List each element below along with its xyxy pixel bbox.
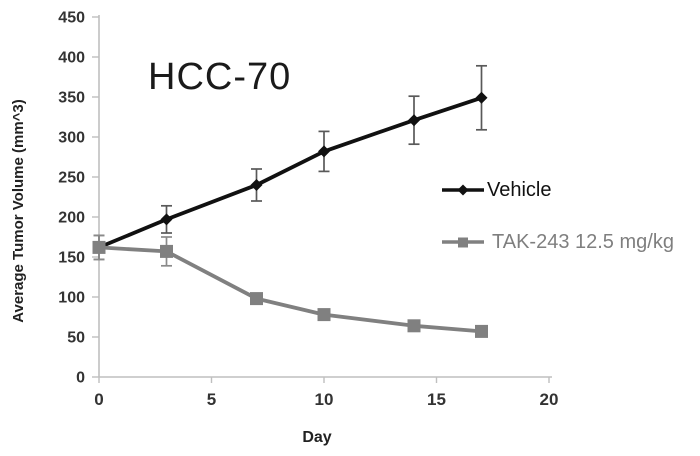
- y-tick-label: 200: [58, 210, 85, 227]
- tak-key-square: [458, 237, 468, 248]
- data-point-diamond: [160, 213, 173, 226]
- y-tick-label: 450: [58, 10, 85, 27]
- x-tick-label: 15: [427, 390, 446, 409]
- legend-item-tak243: TAK-243 12.5 mg/kg: [441, 229, 674, 255]
- legend: Vehicle TAK-243 12.5 mg/kg: [441, 177, 674, 255]
- y-tick-label: 300: [58, 130, 85, 147]
- legend-label-vehicle: Vehicle: [487, 178, 552, 201]
- y-tick-label: 250: [58, 170, 85, 187]
- series-line-1: [97, 245, 484, 334]
- y-tick-label: 150: [58, 250, 85, 267]
- y-tick-label: 50: [67, 330, 85, 347]
- tak-legend-key-icon: [442, 237, 484, 248]
- data-point-square: [475, 324, 488, 338]
- data-point-square: [92, 240, 106, 254]
- x-axis-title: Day: [302, 429, 332, 446]
- y-tick-label: 0: [76, 370, 85, 387]
- series-line-0: [97, 95, 484, 250]
- x-tick-label: 5: [207, 390, 216, 409]
- vehicle-legend-key-icon: [442, 184, 484, 196]
- data-point-square: [250, 292, 263, 306]
- legend-item-vehicle: Vehicle: [441, 177, 674, 203]
- x-tick-label: 20: [540, 390, 559, 409]
- data-point-diamond: [408, 114, 420, 127]
- data-point-diamond: [318, 145, 330, 158]
- x-tick-label: 0: [94, 390, 103, 409]
- data-point-diamond: [475, 91, 488, 104]
- legend-label-tak243: TAK-243 12.5 mg/kg: [492, 230, 674, 253]
- y-axis-title: Average Tumor Volume (mm^3): [10, 99, 27, 323]
- y-tick-label: 400: [58, 50, 85, 67]
- chart-title: HCC-70: [148, 56, 292, 98]
- data-point-square: [317, 308, 331, 322]
- data-point-square: [407, 319, 421, 333]
- y-tick-label: 350: [58, 90, 85, 107]
- x-tick-label: 10: [315, 390, 334, 409]
- data-point-diamond: [250, 179, 263, 191]
- y-tick-label: 100: [58, 290, 85, 307]
- data-point-square: [160, 244, 173, 258]
- vehicle-key-diamond: [457, 184, 469, 196]
